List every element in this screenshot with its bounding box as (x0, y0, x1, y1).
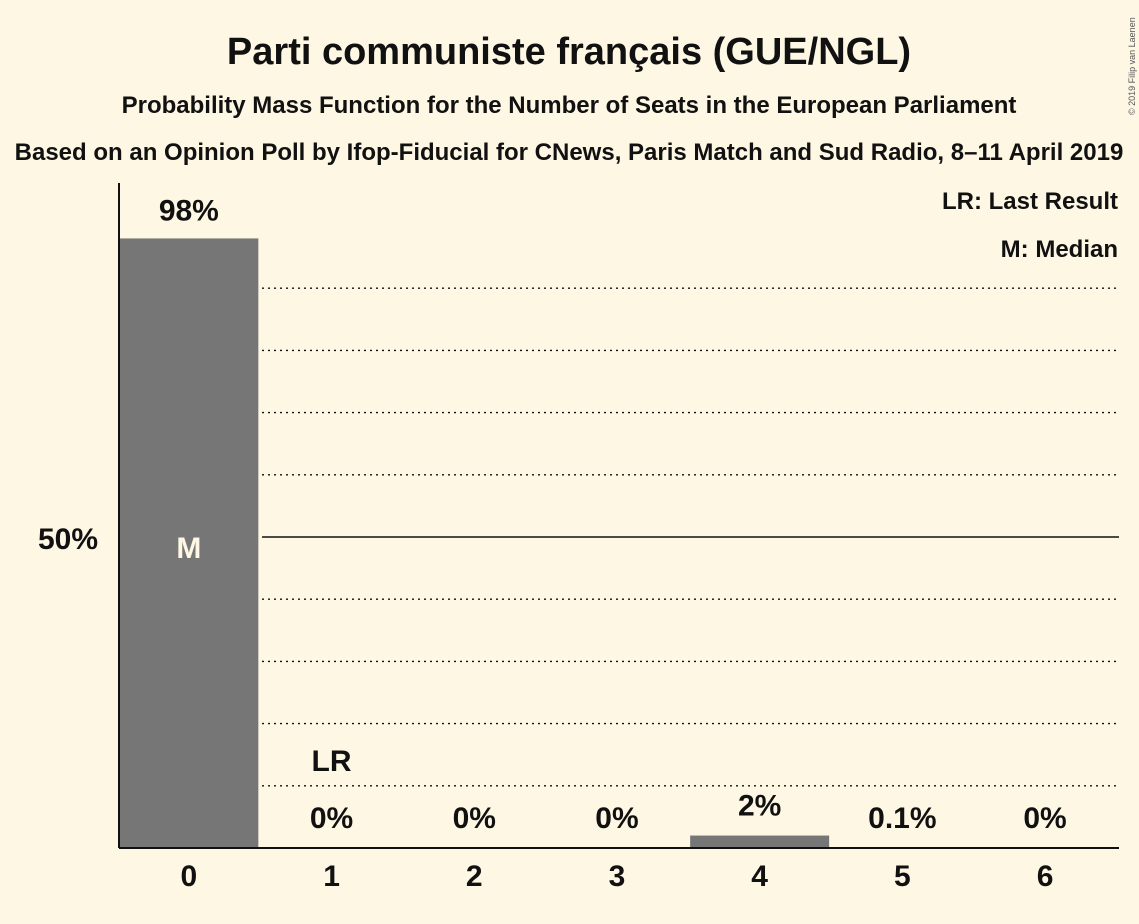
last-result-marker: LR (312, 745, 352, 778)
value-label-1: 0% (310, 802, 353, 835)
x-tick-label-1: 1 (323, 860, 340, 893)
y-tick-label-50: 50% (38, 523, 98, 556)
legend-last-result: LR: Last Result (942, 188, 1118, 215)
value-label-3: 0% (595, 802, 638, 835)
chart-subtitle: Probability Mass Function for the Number… (122, 92, 1017, 119)
x-tick-label-3: 3 (609, 860, 626, 893)
legend-median: M: Median (1001, 236, 1118, 263)
value-label-4: 2% (738, 790, 781, 823)
x-tick-label-2: 2 (466, 860, 483, 893)
chart-source: Based on an Opinion Poll by Ifop-Fiducia… (15, 139, 1124, 166)
value-label-2: 0% (453, 802, 496, 835)
value-label-0: 98% (159, 194, 219, 227)
value-labels: 98% M 0% LR 0% 0% 2% 0.1% 0% (159, 194, 1067, 835)
x-tick-label-6: 6 (1037, 860, 1054, 893)
x-tick-label-0: 0 (181, 860, 198, 893)
x-tick-label-4: 4 (751, 860, 768, 893)
copyright-note: © 2019 Filip van Laenen (1127, 17, 1137, 115)
chart-title: Parti communiste français (GUE/NGL) (227, 31, 911, 73)
value-label-5: 0.1% (868, 802, 936, 835)
median-marker: M (176, 532, 201, 565)
value-label-6: 0% (1023, 802, 1066, 835)
x-tick-label-5: 5 (894, 860, 911, 893)
bars (119, 238, 972, 848)
bar-4 (690, 835, 830, 848)
x-tick-labels: 0 1 2 3 4 5 6 (181, 860, 1054, 893)
bar-0 (119, 238, 259, 848)
gridlines (262, 287, 1119, 787)
